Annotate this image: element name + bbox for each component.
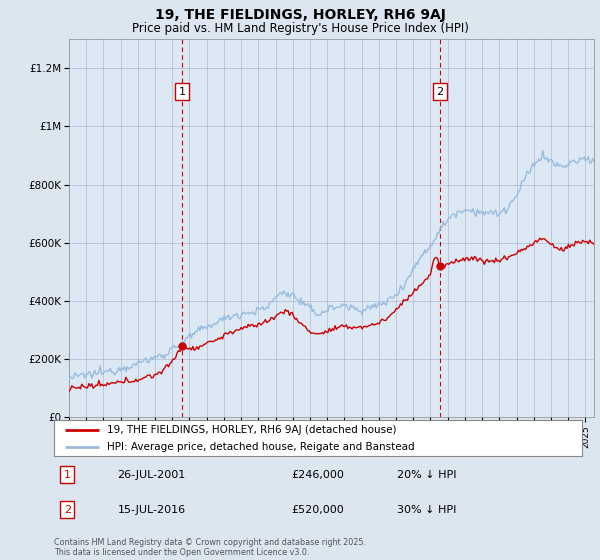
Text: 30% ↓ HPI: 30% ↓ HPI xyxy=(397,505,457,515)
Text: £520,000: £520,000 xyxy=(292,505,344,515)
Text: 1: 1 xyxy=(179,87,185,96)
Text: HPI: Average price, detached house, Reigate and Banstead: HPI: Average price, detached house, Reig… xyxy=(107,442,415,451)
Text: 15-JUL-2016: 15-JUL-2016 xyxy=(118,505,185,515)
Text: 20% ↓ HPI: 20% ↓ HPI xyxy=(397,470,457,479)
Text: 2: 2 xyxy=(436,87,443,96)
Text: 26-JUL-2001: 26-JUL-2001 xyxy=(118,470,185,479)
Text: Price paid vs. HM Land Registry's House Price Index (HPI): Price paid vs. HM Land Registry's House … xyxy=(131,22,469,35)
Text: £246,000: £246,000 xyxy=(292,470,344,479)
Text: 1: 1 xyxy=(64,470,71,479)
Text: Contains HM Land Registry data © Crown copyright and database right 2025.
This d: Contains HM Land Registry data © Crown c… xyxy=(54,538,366,557)
Text: 19, THE FIELDINGS, HORLEY, RH6 9AJ (detached house): 19, THE FIELDINGS, HORLEY, RH6 9AJ (deta… xyxy=(107,425,397,435)
Text: 19, THE FIELDINGS, HORLEY, RH6 9AJ: 19, THE FIELDINGS, HORLEY, RH6 9AJ xyxy=(155,8,445,22)
Text: 2: 2 xyxy=(64,505,71,515)
